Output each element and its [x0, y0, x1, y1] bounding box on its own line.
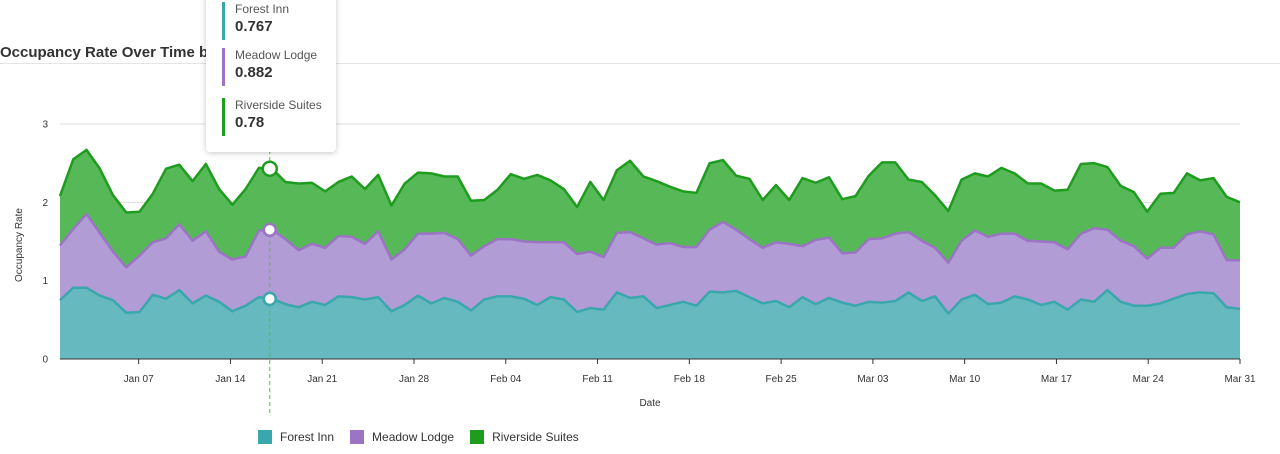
x-axis-title: Date [639, 398, 661, 409]
tooltip-swatch [222, 98, 225, 136]
line-riverside-suites [58, 148, 1241, 214]
tooltip-series-name: Riverside Suites [235, 98, 322, 112]
legend-swatch [350, 430, 365, 444]
x-axis-ticks: Jan 07 Jan 14 Jan 21 Jan 28 Feb 04 Feb 11 Feb … [124, 359, 1256, 385]
y-tick-label: 1 [42, 276, 48, 287]
y-tick-label: 0 [42, 355, 48, 366]
legend-label: Forest Inn [280, 430, 335, 444]
x-tick-label: Mar 24 [1133, 374, 1165, 385]
x-tick-label: Feb 04 [490, 374, 522, 385]
legend-item-meadow-lodge[interactable]: Meadow Lodge [350, 430, 454, 444]
tooltip-item-riverside-suites: Riverside Suites 0.78 [222, 98, 322, 136]
x-tick-label: Jan 28 [399, 374, 429, 385]
y-tick-label: 3 [42, 120, 48, 131]
tooltip-item-forest-inn: Forest Inn 0.767 [222, 2, 290, 40]
legend-label: Meadow Lodge [372, 430, 455, 444]
x-tick-label: Mar 17 [1041, 374, 1073, 385]
area-forest-inn[interactable] [60, 287, 1240, 359]
tooltip-series-name: Forest Inn [235, 2, 290, 16]
x-tick-label: Feb 18 [674, 374, 706, 385]
x-tick-label: Feb 11 [582, 374, 613, 385]
hover-markers [261, 160, 279, 307]
x-tick-label: Jan 21 [307, 374, 337, 385]
tooltip-series-value: 0.767 [235, 18, 273, 35]
legend-item-forest-inn[interactable]: Forest Inn [258, 430, 334, 444]
x-tick-label: Mar 31 [1224, 374, 1256, 385]
legend-swatch [258, 430, 272, 444]
hover-marker-meadow-lodge [262, 222, 278, 238]
title-divider [0, 63, 1280, 64]
series-areas [58, 148, 1241, 359]
legend-swatch [470, 430, 485, 444]
line-meadow-lodge [59, 212, 1240, 269]
chart-legend: Forest Inn Meadow Lodge Riverside Suites [258, 430, 595, 444]
tooltip-series-value: 0.78 [235, 114, 265, 131]
x-tick-label: Jan 14 [215, 374, 245, 385]
y-axis-ticks: 0 1 2 3 [42, 120, 48, 366]
tooltip-series-value: 0.882 [235, 64, 273, 81]
tooltip-swatch [222, 2, 225, 40]
hover-tooltip: Forest Inn 0.767 Meadow Lodge 0.882 Rive… [206, 0, 336, 152]
legend-item-riverside-suites[interactable]: Riverside Suites [470, 430, 579, 444]
hover-marker-riverside-suites [261, 160, 279, 177]
y-tick-label: 2 [42, 198, 48, 209]
chart-title: Occupancy Rate Over Time b [0, 44, 209, 61]
line-forest-inn [59, 286, 1241, 315]
legend-label: Riverside Suites [492, 430, 579, 444]
x-tick-label: Mar 03 [857, 374, 889, 385]
x-tick-label: Jan 07 [124, 374, 154, 385]
x-tick-label: Mar 10 [949, 374, 981, 385]
tooltip-item-meadow-lodge: Meadow Lodge 0.882 [222, 48, 318, 86]
hover-marker-forest-inn [262, 291, 278, 307]
tooltip-series-name: Meadow Lodge [235, 48, 318, 62]
tooltip-swatch [222, 48, 225, 86]
x-tick-label: Feb 25 [766, 374, 798, 385]
y-axis-title: Occupancy Rate [14, 208, 25, 282]
